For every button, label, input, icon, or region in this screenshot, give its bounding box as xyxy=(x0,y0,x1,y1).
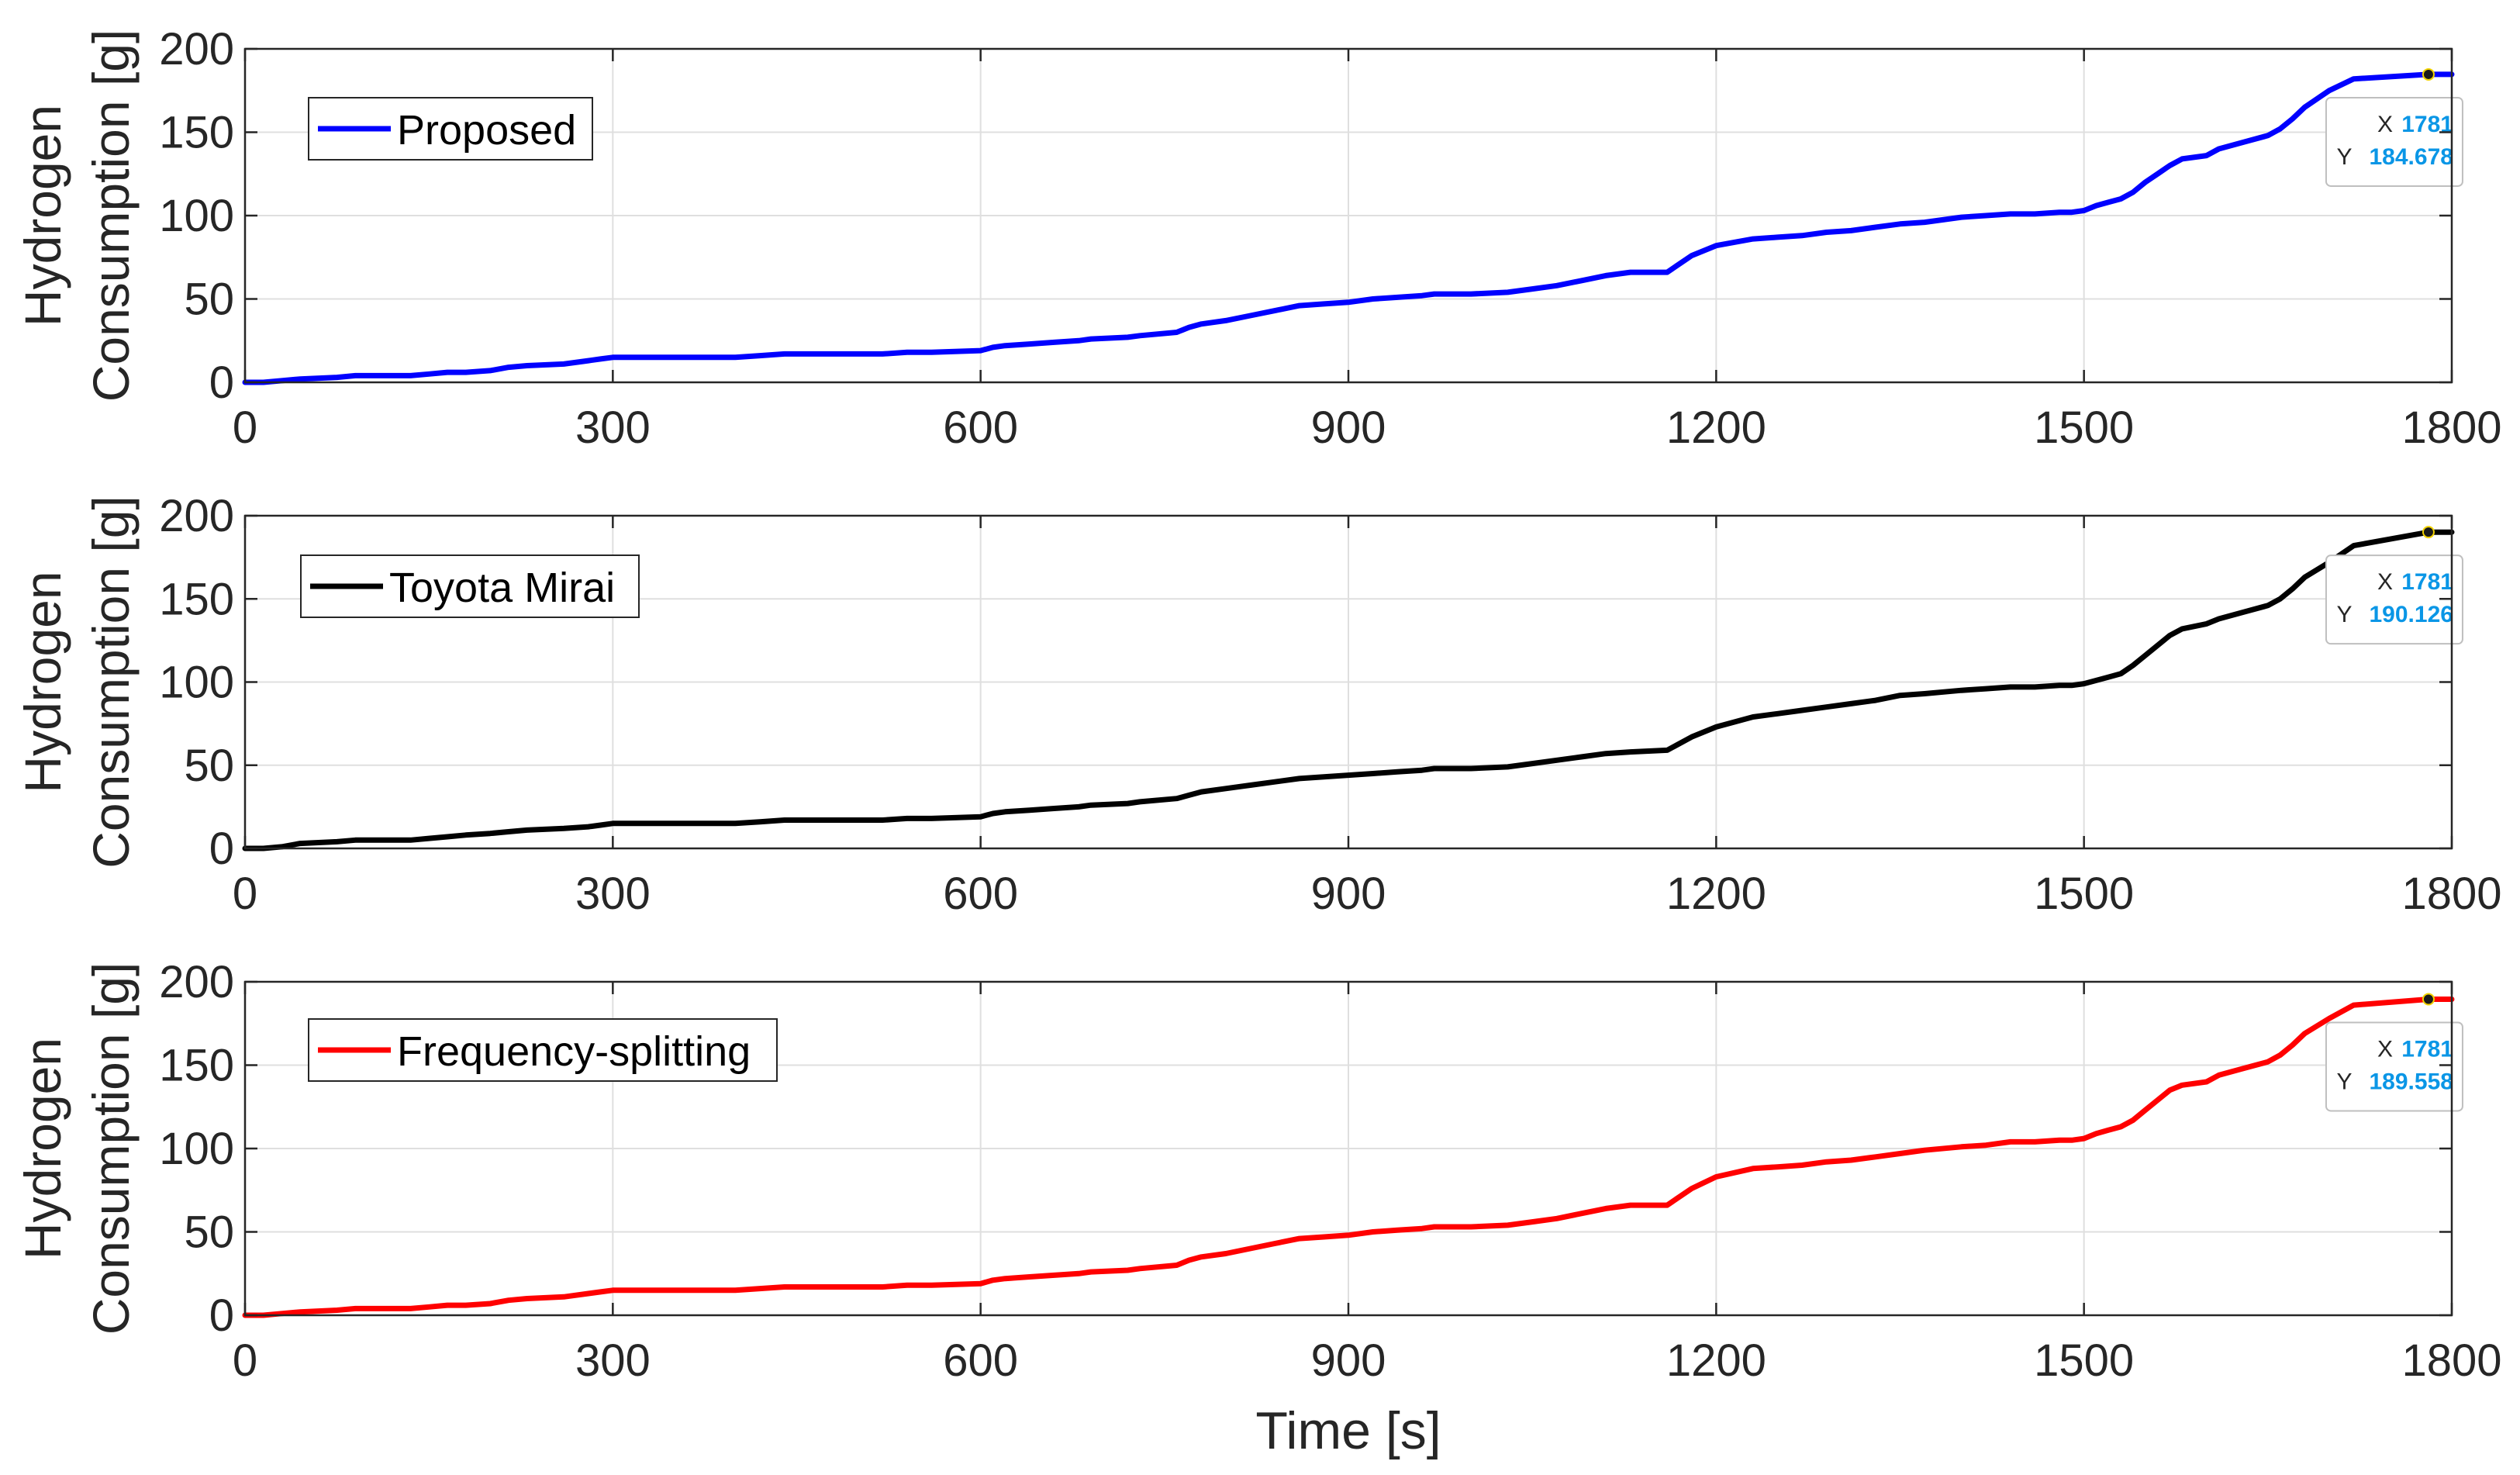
x-tick-label: 1500 xyxy=(2034,869,2134,919)
legend[interactable]: Frequency-splitting xyxy=(308,1018,778,1082)
x-tick-label: 300 xyxy=(575,1335,651,1386)
x-axis-label: Time [s] xyxy=(1255,1401,1441,1460)
x-tick-label: 1800 xyxy=(2401,869,2501,919)
x-tick-label: 1500 xyxy=(2034,1335,2134,1386)
chart-panel-2: X 1781 Y 190.126 0 300 600 900 1200 1500 1800 0 50 10… xyxy=(14,491,2502,919)
legend-label: Proposed xyxy=(397,107,576,154)
datatip-y-label: Y xyxy=(2336,144,2352,170)
x-tick-label: 600 xyxy=(943,402,1018,453)
datatip-x-label: X xyxy=(2377,1036,2393,1062)
chart-panel-1: X 1781 Y 184.678 0 300 600 900 1200 1500 1800 0 50 10… xyxy=(14,24,2502,453)
datatip-y-value: 189.558 xyxy=(2370,1069,2453,1094)
datatip-x-value: 1781 xyxy=(2401,569,2453,595)
y-tick-label: 100 xyxy=(159,658,234,708)
datatip-x-value: 1781 xyxy=(2401,1036,2453,1062)
datatip-y-value: 190.126 xyxy=(2370,602,2453,627)
datatip[interactable]: X 1781 Y 189.558 xyxy=(2325,993,2463,1112)
x-tick-label: 600 xyxy=(943,1335,1018,1386)
datatip-x-label: X xyxy=(2377,112,2393,137)
series-line-frequency-splitting xyxy=(242,997,2455,1318)
legend[interactable]: Proposed xyxy=(308,97,593,161)
y-tick-label: 100 xyxy=(159,1124,234,1174)
x-tick-label: 1500 xyxy=(2034,402,2134,453)
y-axis-label: Hydrogen Consumption [g] xyxy=(14,962,140,1335)
y-axis-label: Hydrogen Consumption [g] xyxy=(14,496,140,869)
series-line-toyota-mirai xyxy=(242,529,2455,851)
datatip-box xyxy=(2325,1021,2463,1112)
legend-label: Toyota Mirai xyxy=(389,565,615,611)
x-tick-label: 900 xyxy=(1311,402,1386,453)
datatip-y-value: 184.678 xyxy=(2370,144,2453,170)
y-tick-label: 50 xyxy=(184,1207,234,1258)
datatip-y-label: Y xyxy=(2336,602,2352,627)
datatip-y-label: Y xyxy=(2336,1069,2352,1094)
datatip-x-value: 1781 xyxy=(2401,112,2453,137)
x-tick-label: 900 xyxy=(1311,1335,1386,1386)
y-tick-label: 0 xyxy=(209,358,234,408)
datatip[interactable]: X 1781 Y 184.678 xyxy=(2325,67,2463,187)
x-tick-label: 0 xyxy=(233,402,257,453)
y-tick-label: 50 xyxy=(184,741,234,791)
x-tick-label: 300 xyxy=(575,402,651,453)
y-tick-label: 200 xyxy=(159,957,234,1007)
datatip-box xyxy=(2325,96,2463,187)
y-tick-label: 50 xyxy=(184,275,234,325)
datatip-marker[interactable] xyxy=(2422,526,2435,539)
y-axis-label: Hydrogen Consumption [g] xyxy=(14,29,140,402)
y-tick-label: 150 xyxy=(159,1041,234,1091)
legend-label: Frequency-splitting xyxy=(397,1028,751,1075)
x-tick-label: 0 xyxy=(233,869,257,919)
y-tick-label: 200 xyxy=(159,491,234,541)
datatip-marker[interactable] xyxy=(2422,993,2435,1006)
x-tick-label: 900 xyxy=(1311,869,1386,919)
y-tick-label: 0 xyxy=(209,824,234,874)
y-tick-label: 150 xyxy=(159,574,234,624)
y-tick-label: 0 xyxy=(209,1290,234,1341)
datatip-box xyxy=(2325,554,2463,645)
y-tick-label: 150 xyxy=(159,108,234,158)
datatip[interactable]: X 1781 Y 190.126 xyxy=(2325,526,2463,645)
x-tick-label: 1200 xyxy=(1666,869,1766,919)
datatip-marker[interactable] xyxy=(2422,67,2435,81)
x-tick-label: 1800 xyxy=(2401,402,2501,453)
y-tick-label: 200 xyxy=(159,24,234,74)
x-tick-label: 1800 xyxy=(2401,1335,2501,1386)
x-tick-label: 0 xyxy=(233,1335,257,1386)
y-tick-label: 100 xyxy=(159,191,234,241)
legend[interactable]: Toyota Mirai xyxy=(300,554,640,618)
datatip-x-label: X xyxy=(2377,569,2393,595)
x-tick-label: 1200 xyxy=(1666,402,1766,453)
x-tick-label: 300 xyxy=(575,869,651,919)
chart-panel-3: X 1781 Y 189.558 0 300 600 900 1200 1500 1800 0 50 10… xyxy=(14,957,2502,1386)
series-line-proposed xyxy=(242,71,2455,385)
x-tick-label: 600 xyxy=(943,869,1018,919)
x-tick-label: 1200 xyxy=(1666,1335,1766,1386)
